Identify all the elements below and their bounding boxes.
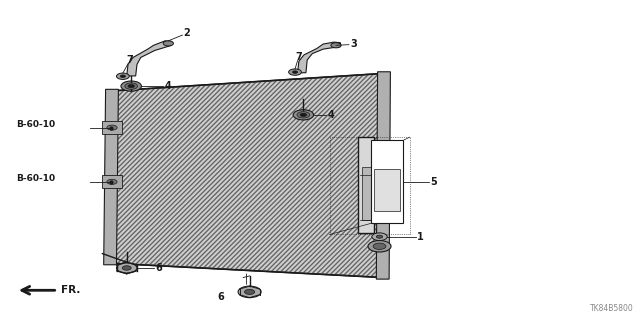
Polygon shape bbox=[127, 41, 172, 76]
Text: 4: 4 bbox=[328, 110, 335, 120]
Circle shape bbox=[368, 241, 391, 252]
Circle shape bbox=[120, 75, 125, 78]
Text: TK84B5800: TK84B5800 bbox=[590, 304, 634, 313]
Circle shape bbox=[238, 286, 261, 298]
Polygon shape bbox=[104, 89, 118, 265]
Circle shape bbox=[116, 73, 129, 79]
Bar bbox=[102, 121, 122, 134]
Text: 7: 7 bbox=[127, 55, 134, 65]
Circle shape bbox=[107, 179, 117, 184]
Circle shape bbox=[372, 233, 387, 241]
Circle shape bbox=[163, 41, 173, 46]
Bar bbox=[358, 137, 374, 233]
Bar bbox=[371, 140, 403, 223]
Bar bbox=[102, 175, 122, 188]
Circle shape bbox=[289, 69, 301, 75]
Bar bbox=[362, 167, 371, 220]
Circle shape bbox=[376, 235, 383, 238]
Circle shape bbox=[128, 85, 134, 88]
Text: FR.: FR. bbox=[61, 285, 80, 295]
Polygon shape bbox=[110, 73, 384, 278]
Text: B-60-10: B-60-10 bbox=[16, 174, 55, 183]
Text: 6: 6 bbox=[217, 292, 224, 302]
Circle shape bbox=[116, 263, 137, 273]
Text: 7: 7 bbox=[296, 52, 303, 62]
Bar bbox=[374, 169, 400, 211]
Circle shape bbox=[122, 266, 131, 270]
Circle shape bbox=[121, 81, 141, 91]
Circle shape bbox=[300, 113, 307, 116]
Text: 6: 6 bbox=[155, 263, 162, 273]
Polygon shape bbox=[298, 42, 340, 73]
Circle shape bbox=[297, 112, 310, 118]
Polygon shape bbox=[376, 72, 390, 279]
Text: 4: 4 bbox=[164, 81, 172, 91]
Circle shape bbox=[293, 110, 314, 120]
Circle shape bbox=[125, 83, 138, 89]
Text: 3: 3 bbox=[350, 39, 357, 49]
Circle shape bbox=[292, 71, 298, 73]
Text: 5: 5 bbox=[430, 177, 437, 187]
Circle shape bbox=[373, 243, 386, 249]
Text: 1: 1 bbox=[417, 232, 424, 242]
Text: 2: 2 bbox=[184, 28, 191, 39]
Text: B-60-10: B-60-10 bbox=[16, 120, 55, 129]
Circle shape bbox=[244, 289, 255, 294]
Circle shape bbox=[331, 43, 341, 48]
Circle shape bbox=[107, 125, 117, 130]
